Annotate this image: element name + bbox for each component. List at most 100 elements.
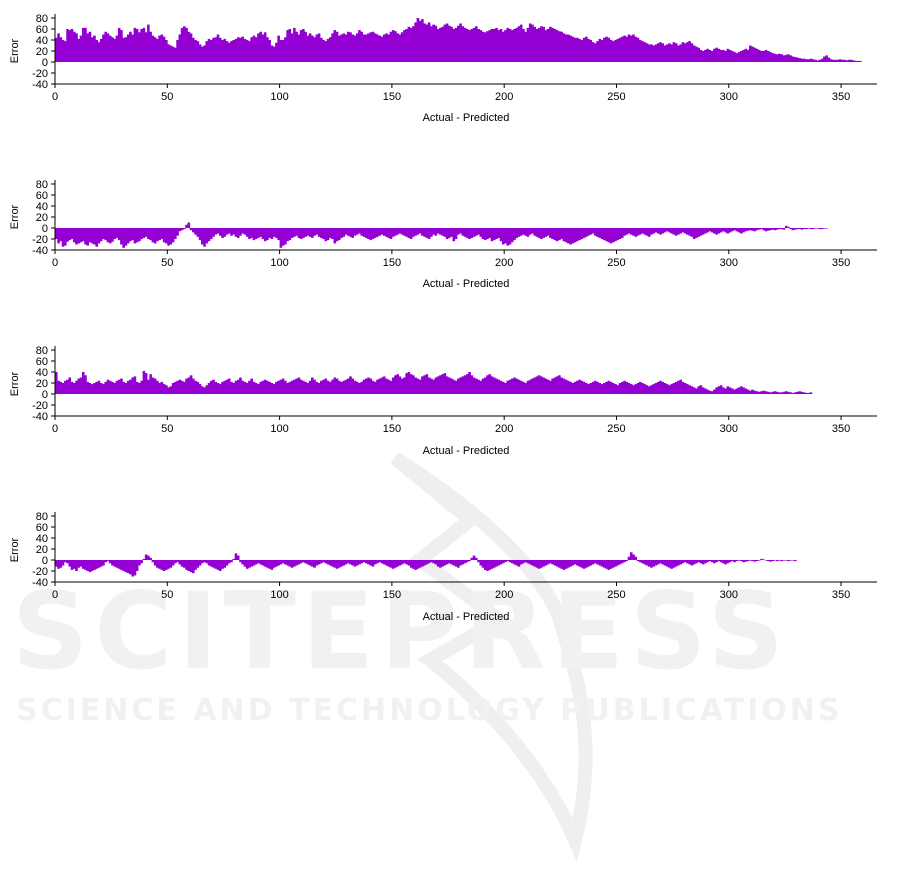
bar xyxy=(710,51,714,62)
bar xyxy=(452,560,456,566)
bar xyxy=(506,560,510,562)
bar xyxy=(454,560,458,567)
bar xyxy=(362,34,366,62)
bar xyxy=(212,228,215,237)
y-tick-label: 0 xyxy=(42,555,48,567)
bar xyxy=(106,560,110,562)
bar xyxy=(715,228,718,235)
bar xyxy=(742,228,745,233)
bar xyxy=(203,560,206,563)
bar xyxy=(93,383,96,394)
bar xyxy=(434,228,438,236)
bar xyxy=(497,30,501,62)
bar xyxy=(430,26,433,62)
bar xyxy=(427,228,431,239)
bar xyxy=(450,26,453,62)
bar xyxy=(737,52,741,62)
bar xyxy=(77,38,81,62)
bar xyxy=(762,51,766,62)
bar xyxy=(461,376,465,394)
bar xyxy=(769,52,772,62)
bar xyxy=(407,560,411,566)
bar xyxy=(293,27,296,62)
bar xyxy=(268,40,271,62)
bar xyxy=(259,381,262,394)
bar xyxy=(627,556,631,560)
bar xyxy=(387,560,390,567)
bar xyxy=(232,40,236,62)
bar xyxy=(656,228,660,234)
bar xyxy=(270,383,274,394)
bar xyxy=(522,29,525,62)
bar xyxy=(421,560,424,567)
bar xyxy=(160,34,164,62)
bar xyxy=(789,392,793,394)
bar xyxy=(252,560,256,566)
bar xyxy=(454,228,458,239)
bar xyxy=(425,24,429,63)
bar xyxy=(214,381,218,394)
bar xyxy=(787,54,790,62)
bar xyxy=(286,228,289,242)
bar xyxy=(436,376,440,394)
bar xyxy=(403,560,406,564)
bar xyxy=(506,27,510,62)
bar xyxy=(320,560,323,564)
bar xyxy=(472,555,476,560)
bar xyxy=(641,560,644,564)
bar xyxy=(603,560,606,568)
bar xyxy=(448,25,451,62)
bar xyxy=(854,60,858,62)
bar xyxy=(764,560,768,561)
bar xyxy=(353,380,357,394)
bar xyxy=(337,560,341,568)
bar xyxy=(679,379,682,394)
bar xyxy=(775,391,779,394)
bar xyxy=(636,383,640,394)
bar xyxy=(647,44,651,62)
bar xyxy=(643,560,647,565)
bar xyxy=(218,37,222,62)
y-tick-label: 60 xyxy=(36,356,48,368)
bar xyxy=(68,377,72,394)
bar xyxy=(165,228,168,244)
bar xyxy=(683,560,687,563)
bar xyxy=(762,559,766,560)
bar xyxy=(59,37,63,62)
bar xyxy=(546,228,550,236)
bar xyxy=(200,46,204,62)
bar xyxy=(284,37,287,62)
bar xyxy=(239,37,242,62)
bar xyxy=(102,34,105,62)
bar xyxy=(421,19,424,63)
bar xyxy=(153,378,157,394)
bar xyxy=(189,375,193,394)
bar xyxy=(654,44,658,62)
bar xyxy=(688,560,691,565)
bar xyxy=(412,228,415,237)
bar xyxy=(398,560,402,566)
bar xyxy=(686,42,689,62)
bar xyxy=(353,560,357,567)
bar xyxy=(791,392,795,394)
bar xyxy=(769,392,772,394)
bar xyxy=(445,228,449,239)
bar xyxy=(162,228,166,243)
bar xyxy=(636,560,640,562)
bar xyxy=(531,560,534,566)
bar xyxy=(230,560,233,563)
x-tick-label: 250 xyxy=(607,257,625,269)
bar xyxy=(131,377,134,394)
bar xyxy=(468,372,471,394)
bar xyxy=(461,228,465,236)
bar xyxy=(616,385,620,394)
bar xyxy=(650,228,653,235)
bar xyxy=(645,385,649,394)
bar xyxy=(764,228,768,232)
bar xyxy=(459,23,462,62)
bar xyxy=(149,374,152,394)
bar xyxy=(771,53,775,62)
bar xyxy=(769,228,772,231)
bar xyxy=(171,228,175,243)
